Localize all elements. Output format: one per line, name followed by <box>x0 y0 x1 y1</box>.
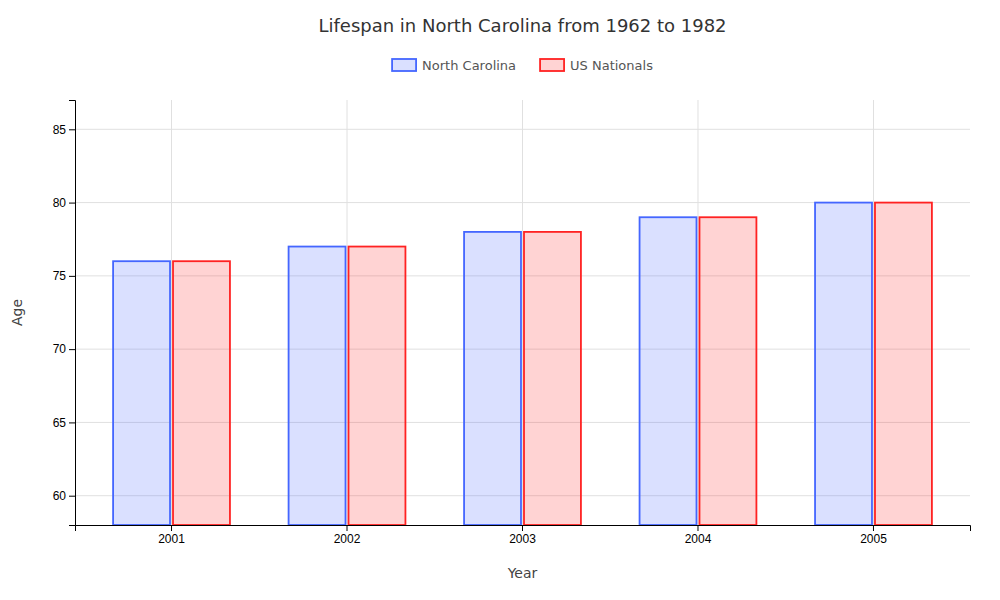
bar-series <box>113 203 872 525</box>
tick-label: 65 <box>53 416 67 430</box>
tick-label: 2004 <box>685 532 712 546</box>
y-tick: 80 <box>53 196 75 210</box>
legend-swatch <box>392 59 416 71</box>
tick-label: 75 <box>53 269 67 283</box>
x-tick: 2003 <box>509 525 536 546</box>
tick-label: 2001 <box>158 532 185 546</box>
tick-mark <box>171 525 172 531</box>
grid-line <box>522 100 523 525</box>
plot: 2001 2002 2003 2004 2005 60 65 70 75 80 85 <box>53 100 971 546</box>
bar <box>464 232 521 525</box>
bar <box>815 203 872 525</box>
x-axis: 2001 2002 2003 2004 2005 <box>76 525 971 546</box>
tick-label: 80 <box>53 196 67 210</box>
bar <box>699 217 756 525</box>
grid-line <box>171 100 172 525</box>
bar <box>173 261 230 525</box>
tick-mark <box>69 422 75 423</box>
bar <box>875 203 932 525</box>
x-tick: 2002 <box>334 525 361 546</box>
y-tick: 70 <box>53 342 75 356</box>
tick-mark <box>347 525 348 531</box>
legend-item: North Carolina <box>392 58 516 73</box>
tick-mark <box>697 525 698 531</box>
x-axis-label: Year <box>507 565 538 581</box>
grid-line <box>873 100 874 525</box>
y-tick: 75 <box>53 269 75 283</box>
legend-swatch <box>540 59 564 71</box>
x-tick: 2005 <box>860 525 887 546</box>
tick-label: 85 <box>53 123 67 137</box>
legend-label: US Nationals <box>570 58 653 73</box>
y-tick: 65 <box>53 416 75 430</box>
chart: 2001 2002 2003 2004 2005 60 65 70 75 80 85 Lifespan… <box>0 0 1000 600</box>
bar-series <box>173 203 932 525</box>
tick-label: 70 <box>53 342 67 356</box>
y-axis-label: Age <box>9 299 25 326</box>
bar <box>349 247 406 525</box>
tick-mark <box>522 525 523 531</box>
tick-mark <box>69 496 75 497</box>
bar <box>289 247 346 525</box>
tick-mark <box>69 203 75 204</box>
grid-line <box>697 100 698 525</box>
tick-label: 60 <box>53 489 67 503</box>
axis-line <box>76 526 971 532</box>
bar <box>113 261 170 525</box>
y-tick: 60 <box>53 489 75 503</box>
x-tick: 2004 <box>685 525 712 546</box>
tick-label: 2003 <box>509 532 536 546</box>
tick-label: 2002 <box>334 532 361 546</box>
bar <box>524 232 581 525</box>
tick-label: 2005 <box>860 532 887 546</box>
legend-item: US Nationals <box>540 58 653 73</box>
title: Lifespan in North Carolina from 1962 to … <box>318 15 726 36</box>
bar <box>640 217 697 525</box>
legend-label: North Carolina <box>422 58 516 73</box>
y-axis: 60 65 70 75 80 85 <box>53 101 76 526</box>
x-tick: 2001 <box>158 525 185 546</box>
tick-mark <box>873 525 874 531</box>
axis-line <box>69 101 76 526</box>
tick-mark <box>69 276 75 277</box>
bars <box>113 203 932 525</box>
y-tick: 85 <box>53 123 75 137</box>
legend: North Carolina US Nationals <box>392 58 653 73</box>
tick-mark <box>69 129 75 130</box>
tick-mark <box>69 349 75 350</box>
grid <box>75 100 970 525</box>
grid-line <box>347 100 348 525</box>
